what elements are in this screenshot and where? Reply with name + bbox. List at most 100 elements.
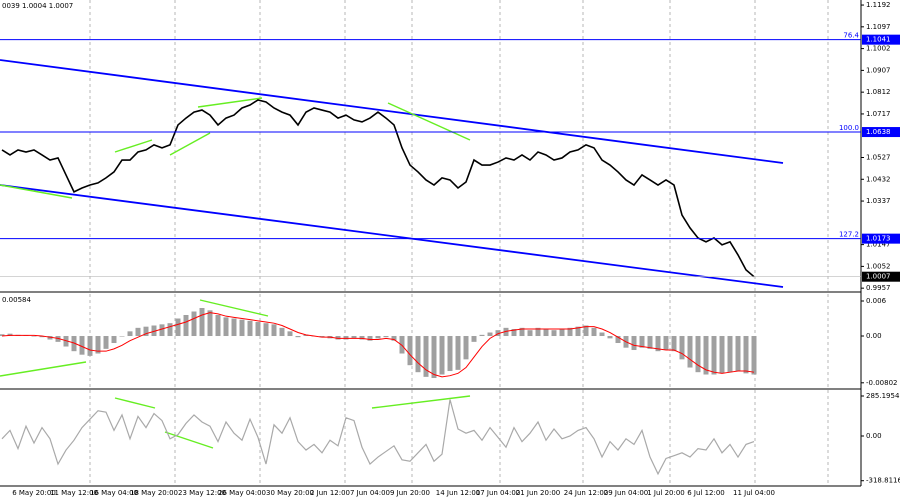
histogram-bar bbox=[471, 336, 477, 342]
y-tick-label: 0.9957 bbox=[866, 284, 891, 292]
histogram-bar bbox=[551, 330, 557, 337]
histogram-bar bbox=[455, 336, 461, 370]
x-tick-label: 26 May 04:00 bbox=[218, 489, 266, 497]
histogram-bar bbox=[95, 336, 101, 354]
histogram-bar bbox=[215, 315, 221, 337]
y-tick-label: 1.0527 bbox=[866, 153, 891, 161]
histogram-bar bbox=[559, 329, 565, 337]
histogram-bar bbox=[543, 329, 549, 337]
y-tick-label: 1.1002 bbox=[866, 45, 891, 53]
series-line bbox=[1, 99, 755, 278]
divergence-lines bbox=[0, 97, 471, 449]
histogram-bar bbox=[71, 336, 77, 352]
histogram-bar bbox=[487, 332, 493, 337]
histogram-bar bbox=[415, 336, 421, 373]
y-tick-label: 1.1097 bbox=[866, 23, 891, 31]
y-tick-label: 1.0907 bbox=[866, 66, 891, 74]
histogram-bar bbox=[391, 336, 397, 341]
histogram-bar bbox=[527, 330, 533, 337]
level-price: 1.0638 bbox=[866, 128, 891, 136]
histogram-bar bbox=[271, 324, 277, 337]
histogram-bar bbox=[463, 336, 469, 360]
x-tick-label: 16 May 04:00 bbox=[90, 489, 138, 497]
histogram-bar bbox=[647, 336, 653, 349]
histogram-bar bbox=[479, 334, 485, 337]
histogram-bar bbox=[511, 329, 517, 337]
histogram-bar bbox=[7, 333, 13, 337]
histogram-bar bbox=[279, 327, 285, 337]
histogram-bar bbox=[431, 336, 437, 379]
level-name: 127.2 bbox=[839, 231, 859, 239]
channel-line bbox=[0, 59, 784, 164]
x-tick-label: 17 Jun 04:00 bbox=[476, 489, 520, 497]
x-tick-label: 11 Jul 04:00 bbox=[733, 489, 775, 497]
x-tick-label: 2 Jun 12:00 bbox=[310, 489, 350, 497]
level-price: 1.0173 bbox=[866, 235, 891, 243]
x-tick-label: 30 May 20:00 bbox=[266, 489, 314, 497]
price-box bbox=[862, 271, 900, 282]
histogram-bar bbox=[711, 336, 717, 375]
x-tick-label: 6 Jul 12:00 bbox=[687, 489, 725, 497]
histogram-bar bbox=[63, 336, 69, 347]
histogram-bar bbox=[343, 336, 349, 340]
histogram-bar bbox=[287, 331, 293, 337]
histogram-bar bbox=[719, 336, 725, 374]
x-tick-label: 11 May 12:00 bbox=[50, 489, 98, 497]
y-tick-label: -0.00802 bbox=[866, 379, 897, 387]
series-line bbox=[1, 399, 755, 476]
histogram-bar bbox=[383, 336, 389, 338]
histogram-bar bbox=[575, 326, 581, 337]
histogram-bar bbox=[495, 330, 501, 337]
series-line bbox=[1, 312, 755, 378]
histogram-bar bbox=[423, 336, 429, 377]
histogram-bar bbox=[79, 336, 85, 355]
histogram-bar bbox=[751, 336, 757, 375]
histogram-bar bbox=[407, 336, 413, 366]
histogram-bar bbox=[519, 327, 525, 337]
y-tick-label: 1.0337 bbox=[866, 197, 891, 205]
histogram-bar bbox=[207, 310, 213, 337]
y-tick-label: 1.1192 bbox=[866, 1, 891, 9]
x-tick-label: 23 May 12:00 bbox=[178, 489, 226, 497]
price-label: 1.0007 bbox=[866, 273, 891, 281]
histogram-bar bbox=[31, 336, 37, 337]
histogram-bar bbox=[175, 318, 181, 337]
histogram-bar bbox=[199, 308, 205, 337]
histogram-bar bbox=[167, 323, 173, 337]
y-tick-label: 1.0147 bbox=[866, 241, 891, 249]
histogram-bar bbox=[639, 336, 645, 348]
level-name: 76.4 bbox=[843, 32, 859, 40]
level-name: 100.0 bbox=[839, 124, 859, 132]
histogram-bar bbox=[111, 336, 117, 344]
histogram-bar bbox=[359, 336, 365, 340]
histogram-bar bbox=[335, 336, 341, 340]
histogram-bar bbox=[55, 336, 61, 342]
histogram-bar bbox=[447, 336, 453, 372]
x-tick-label: 1 Jul 20:00 bbox=[647, 489, 685, 497]
histogram-bar bbox=[703, 336, 709, 375]
histogram-bar bbox=[607, 336, 613, 339]
histogram-bar bbox=[567, 327, 573, 337]
histogram-bar bbox=[223, 317, 229, 337]
x-tick-label: 9 Jun 20:00 bbox=[390, 489, 430, 497]
histogram-bar bbox=[295, 336, 301, 338]
histogram-bar bbox=[631, 336, 637, 351]
histogram-bar bbox=[367, 336, 373, 341]
histogram-bar bbox=[735, 336, 741, 372]
histogram-bar bbox=[263, 323, 269, 337]
y-tick-label: 1.0052 bbox=[866, 262, 891, 270]
histogram-bar bbox=[679, 336, 685, 360]
level-box bbox=[862, 127, 900, 138]
histogram-bar bbox=[151, 325, 157, 337]
histogram-bar bbox=[47, 336, 53, 340]
histogram-bar bbox=[135, 327, 141, 337]
level-price: 1.1041 bbox=[866, 36, 891, 44]
histogram-bar bbox=[127, 331, 133, 337]
histogram-bar bbox=[727, 336, 733, 373]
histogram-bar bbox=[103, 336, 109, 349]
histogram-bar bbox=[655, 336, 661, 352]
histogram-bar bbox=[671, 336, 677, 352]
y-tick-label: 285.1954 bbox=[866, 392, 900, 400]
